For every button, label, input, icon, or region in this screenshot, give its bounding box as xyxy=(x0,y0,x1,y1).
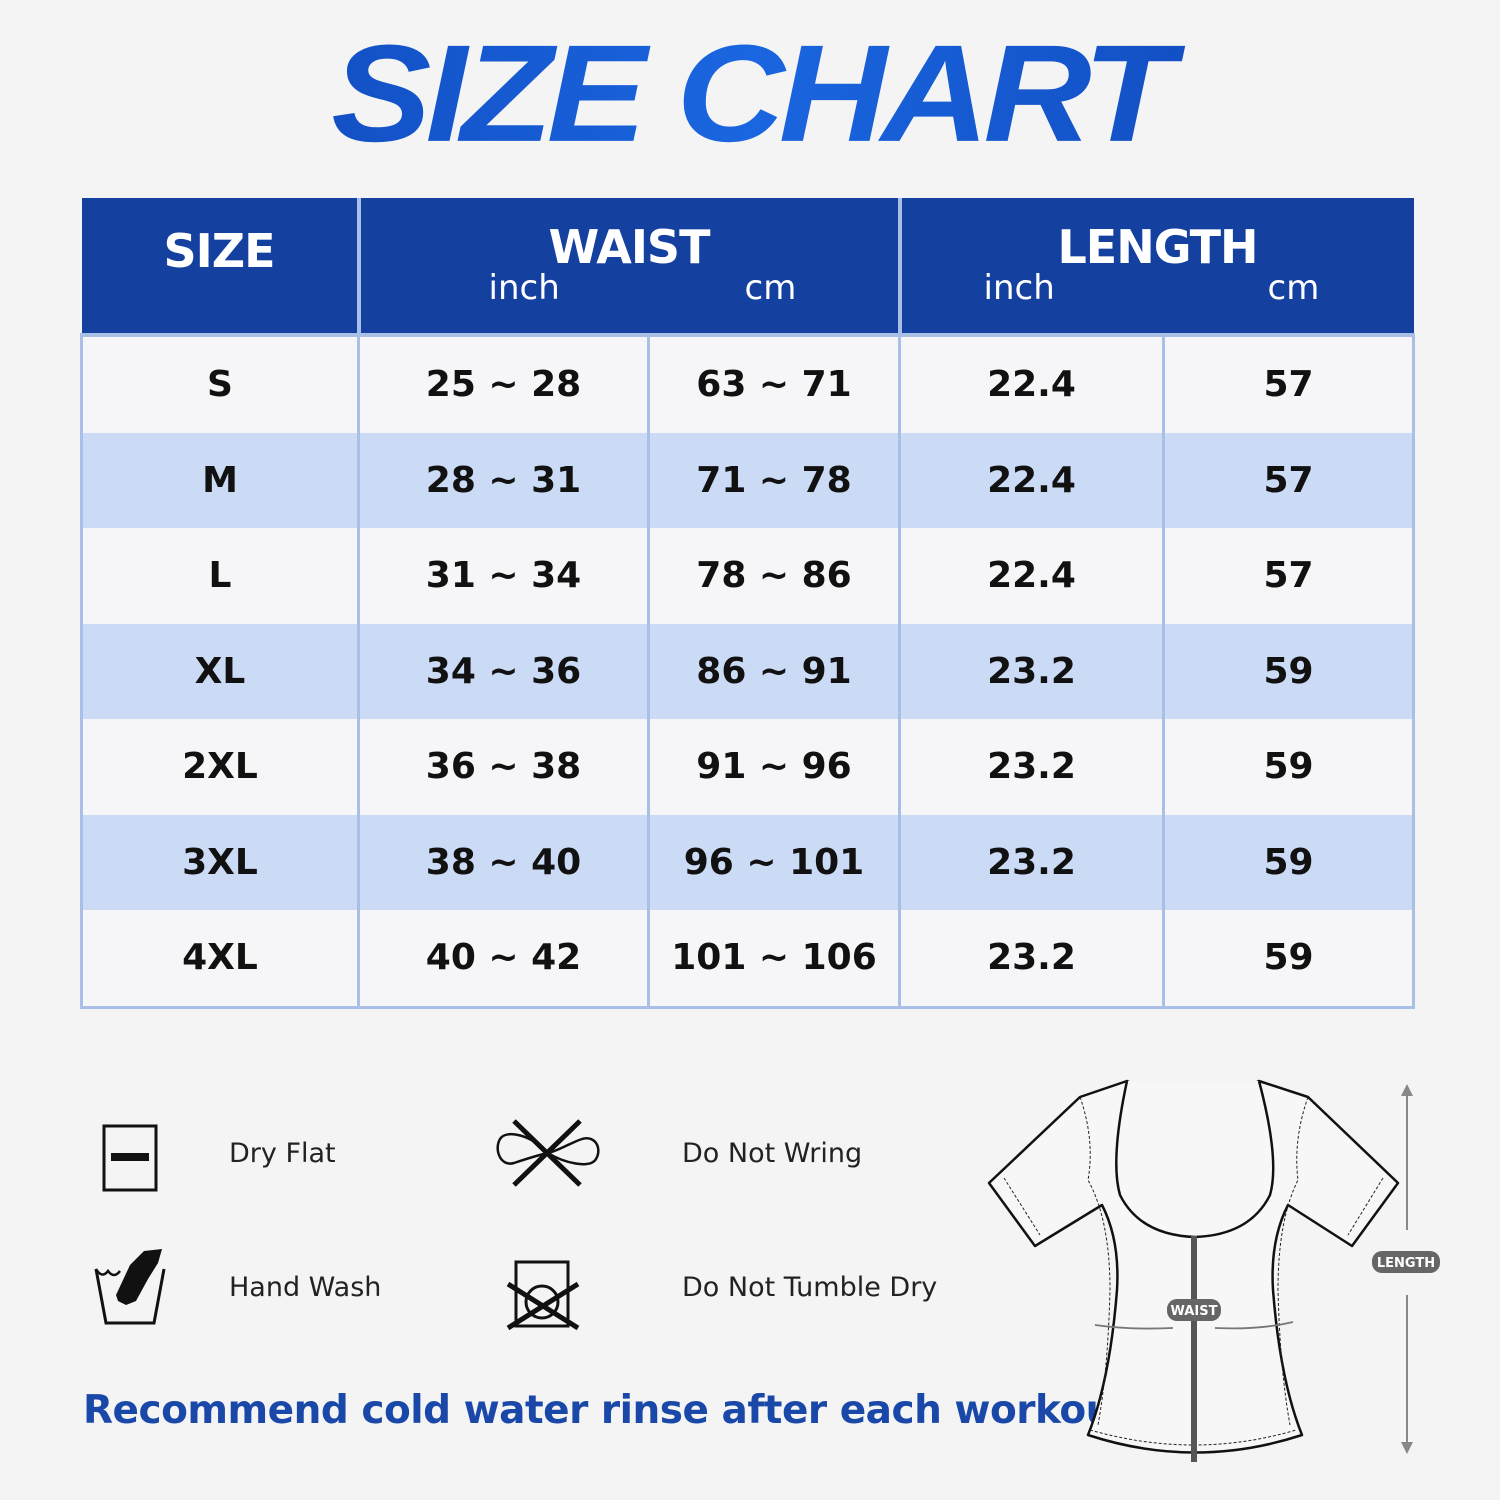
care-label-dry-flat: Dry Flat xyxy=(229,1138,336,1169)
cell-length-inch: 22.4 xyxy=(898,528,1165,624)
cell-waist-inch: 34 ~ 36 xyxy=(357,623,650,719)
cell-length-cm: 57 xyxy=(1162,333,1415,433)
cell-length-inch: 23.2 xyxy=(898,814,1165,910)
length-badge xyxy=(1372,1251,1440,1273)
cell-waist-cm: 63 ~ 71 xyxy=(647,333,901,433)
care-label-hand-wash: Hand Wash xyxy=(229,1272,382,1303)
size-chart-table: SIZE WAIST inch cm LENGTH inch cm S 25 ~ … xyxy=(80,198,1415,1009)
table-header-row: SIZE WAIST inch cm LENGTH inch cm xyxy=(81,198,1414,335)
header-waist: WAIST inch cm xyxy=(356,198,902,335)
care-label-do-not-tumble-dry: Do Not Tumble Dry xyxy=(682,1272,938,1303)
cell-size: 2XL xyxy=(80,719,360,815)
table-row: L 31 ~ 34 78 ~ 86 22.4 57 xyxy=(80,528,1415,624)
cell-length-cm: 57 xyxy=(1162,528,1415,624)
cell-length-cm: 57 xyxy=(1162,432,1415,528)
header-waist-label: WAIST xyxy=(548,220,711,274)
cell-size: XL xyxy=(80,623,360,719)
cell-waist-cm: 86 ~ 91 xyxy=(647,623,901,719)
cell-waist-cm: 101 ~ 106 xyxy=(647,910,901,1009)
cell-length-inch: 23.2 xyxy=(898,719,1165,815)
length-label: LENGTH xyxy=(1377,1256,1435,1271)
table-row: 3XL 38 ~ 40 96 ~ 101 23.2 59 xyxy=(80,814,1415,910)
header-length-label: LENGTH xyxy=(1057,220,1258,274)
header-length-cm: cm xyxy=(1267,268,1320,308)
cell-length-inch: 23.2 xyxy=(898,910,1165,1009)
cell-waist-inch: 36 ~ 38 xyxy=(357,719,650,815)
header-size-label: SIZE xyxy=(163,224,275,278)
cell-length-inch: 22.4 xyxy=(898,333,1165,433)
table-row: XL 34 ~ 36 86 ~ 91 23.2 59 xyxy=(80,623,1415,719)
header-length-inch: inch xyxy=(983,268,1055,308)
do-not-wring-icon xyxy=(496,1119,600,1187)
cell-waist-cm: 96 ~ 101 xyxy=(647,814,901,910)
header-length: LENGTH inch cm xyxy=(897,198,1414,335)
table-row: 4XL 40 ~ 42 101 ~ 106 23.2 59 xyxy=(80,910,1415,1009)
cell-waist-cm: 78 ~ 86 xyxy=(647,528,901,624)
care-label-do-not-wring: Do Not Wring xyxy=(682,1138,863,1169)
cell-size: 4XL xyxy=(80,910,360,1009)
table-row: S 25 ~ 28 63 ~ 71 22.4 57 xyxy=(80,333,1415,433)
garment-diagram: WAIST LENGTH xyxy=(987,1079,1440,1462)
cell-waist-inch: 25 ~ 28 xyxy=(357,333,650,433)
cell-waist-inch: 28 ~ 31 xyxy=(357,432,650,528)
cell-waist-inch: 31 ~ 34 xyxy=(357,528,650,624)
cell-waist-cm: 91 ~ 96 xyxy=(647,719,901,815)
waist-badge xyxy=(1167,1299,1221,1321)
cell-length-inch: 23.2 xyxy=(898,623,1165,719)
cell-length-cm: 59 xyxy=(1162,814,1415,910)
cell-length-cm: 59 xyxy=(1162,719,1415,815)
cell-length-cm: 59 xyxy=(1162,910,1415,1009)
cell-waist-inch: 38 ~ 40 xyxy=(357,814,650,910)
care-note: Recommend cold water rinse after each wo… xyxy=(83,1388,1146,1433)
cell-size: 3XL xyxy=(80,814,360,910)
do-not-tumble-dry-icon xyxy=(506,1260,580,1331)
header-waist-cm: cm xyxy=(744,268,797,308)
table-row: M 28 ~ 31 71 ~ 78 22.4 57 xyxy=(80,432,1415,528)
table-row: 2XL 36 ~ 38 91 ~ 96 23.2 59 xyxy=(80,719,1415,815)
header-waist-inch: inch xyxy=(488,268,560,308)
cell-size: M xyxy=(80,432,360,528)
cell-waist-inch: 40 ~ 42 xyxy=(357,910,650,1009)
cell-size: L xyxy=(80,528,360,624)
cell-length-cm: 59 xyxy=(1162,623,1415,719)
cell-waist-cm: 71 ~ 78 xyxy=(647,432,901,528)
hand-wash-icon xyxy=(94,1249,166,1325)
cell-size: S xyxy=(80,333,360,433)
cell-length-inch: 22.4 xyxy=(898,432,1165,528)
waist-label: WAIST xyxy=(1171,1304,1218,1319)
page-title: SIZE CHART xyxy=(0,24,1500,162)
dry-flat-icon xyxy=(102,1124,158,1192)
header-size: SIZE xyxy=(81,198,361,335)
